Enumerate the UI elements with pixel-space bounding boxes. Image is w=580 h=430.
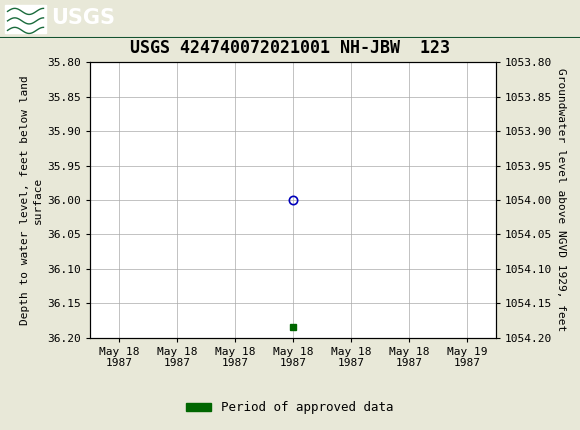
Bar (5, 5, 46, 34)
Text: USGS 424740072021001 NH-JBW  123: USGS 424740072021001 NH-JBW 123 (130, 39, 450, 57)
Y-axis label: Groundwater level above NGVD 1929, feet: Groundwater level above NGVD 1929, feet (556, 68, 566, 332)
Legend: Period of approved data: Period of approved data (181, 396, 399, 419)
Text: USGS: USGS (51, 8, 115, 28)
Y-axis label: Depth to water level, feet below land
surface: Depth to water level, feet below land su… (20, 75, 43, 325)
